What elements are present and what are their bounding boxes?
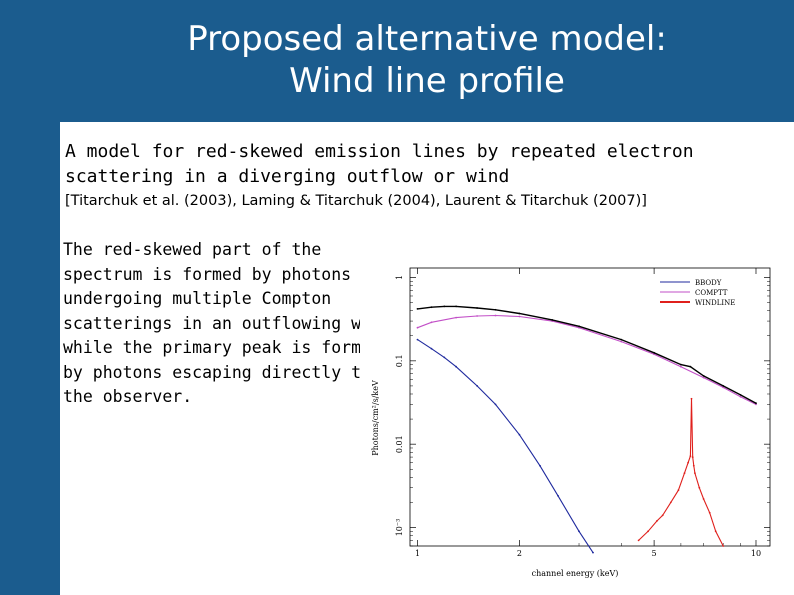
data-point-windline bbox=[714, 530, 717, 533]
data-point-windline bbox=[702, 498, 705, 500]
data-point-data bbox=[430, 306, 433, 309]
data-point-windline bbox=[647, 530, 649, 533]
data-point-data bbox=[702, 375, 705, 377]
data-point-data bbox=[578, 325, 580, 328]
data-point-data bbox=[494, 308, 497, 311]
y-tick-label: 1 bbox=[395, 275, 404, 280]
data-point-bbody bbox=[455, 365, 457, 368]
data-point-comptt bbox=[455, 316, 457, 319]
data-point-windline bbox=[708, 511, 711, 514]
data-point-data bbox=[455, 305, 457, 308]
explanation-paragraph: The red-skewed part of the spectrum is f… bbox=[63, 238, 401, 410]
data-point-windline bbox=[669, 501, 672, 504]
data-point-bbody bbox=[578, 530, 580, 533]
slide-title: Proposed alternative model: Wind line pr… bbox=[60, 18, 794, 102]
data-point-windline bbox=[637, 539, 640, 542]
paragraph-line: the observer. bbox=[63, 387, 193, 406]
data-point-data bbox=[551, 319, 554, 321]
x-tick-label: 1 bbox=[415, 549, 420, 558]
references: [Titarchuk et al. (2003), Laming & Titar… bbox=[65, 193, 647, 209]
data-point-comptt bbox=[680, 365, 682, 368]
data-point-comptt bbox=[578, 326, 580, 329]
data-point-data bbox=[476, 307, 478, 309]
data-point-windline bbox=[689, 455, 692, 457]
data-point-windline bbox=[691, 456, 694, 458]
data-point-comptt bbox=[702, 376, 705, 379]
intro-line-2: scattering in a diverging outflow or win… bbox=[65, 166, 510, 187]
data-point-data bbox=[689, 365, 692, 368]
data-point-comptt bbox=[739, 395, 742, 398]
y-tick-label: 10⁻³ bbox=[395, 519, 404, 537]
data-point-bbody bbox=[539, 464, 541, 467]
data-point-windline bbox=[692, 464, 695, 467]
paragraph-line: by photons escaping directly to bbox=[63, 362, 371, 382]
left-accent-bar bbox=[0, 0, 60, 595]
data-point-windline bbox=[694, 472, 696, 474]
data-point-windline bbox=[690, 397, 693, 400]
data-point-data bbox=[620, 338, 623, 341]
paragraph-line: undergoing multiple Compton bbox=[63, 289, 332, 308]
paragraph-line: spectrum is formed by photons bbox=[63, 264, 352, 284]
x-tick-label: 2 bbox=[517, 549, 522, 558]
data-point-comptt bbox=[416, 326, 419, 329]
paragraph-line: scatterings in an outflowing wind, bbox=[63, 313, 401, 333]
data-point-data bbox=[755, 402, 757, 405]
data-point-bbody bbox=[592, 551, 594, 554]
data-point-bbody bbox=[494, 403, 497, 406]
slide-title-line-1: Proposed alternative model: bbox=[187, 19, 667, 59]
data-point-comptt bbox=[722, 386, 725, 389]
data-point-windline bbox=[698, 486, 701, 489]
spectrum-chart: 1 2 5 10 1 0.1 0.01 10⁻³ BBODY COMPTT WINDLINE cha… bbox=[360, 258, 780, 578]
data-point-comptt bbox=[518, 315, 521, 318]
x-tick-label: 5 bbox=[652, 549, 657, 558]
slide-title-line-2: Wind line profile bbox=[289, 61, 565, 101]
data-point-bbody bbox=[476, 385, 478, 387]
data-point-bbody bbox=[416, 338, 419, 341]
x-axis-label: channel energy (keV) bbox=[532, 569, 619, 578]
data-point-bbody bbox=[430, 347, 433, 350]
legend-label: COMPTT bbox=[695, 289, 728, 297]
data-point-data bbox=[680, 363, 682, 366]
data-point-windline bbox=[661, 514, 664, 517]
data-point-bbody bbox=[518, 433, 521, 436]
data-point-windline bbox=[722, 545, 725, 547]
data-point-data bbox=[518, 312, 521, 315]
data-point-data bbox=[722, 385, 725, 387]
data-point-comptt bbox=[620, 340, 623, 343]
data-point-windline bbox=[677, 489, 680, 492]
y-tick-label: 0.01 bbox=[395, 435, 404, 453]
data-point-data bbox=[653, 351, 655, 354]
y-tick-label: 0.1 bbox=[395, 354, 404, 367]
legend-label: BBODY bbox=[695, 279, 722, 287]
plot-frame bbox=[409, 267, 771, 547]
intro-line-1: A model for red-skewed emission lines by… bbox=[65, 141, 694, 162]
paragraph-line: The red-skewed part of the bbox=[63, 240, 322, 259]
data-point-bbody bbox=[557, 494, 559, 497]
data-point-windline bbox=[656, 520, 658, 522]
title-band bbox=[60, 0, 794, 122]
data-point-comptt bbox=[430, 321, 433, 324]
data-point-data bbox=[416, 308, 419, 310]
y-axis-label: Photons/cm²/s/keV bbox=[371, 380, 380, 456]
intro-text: A model for red-skewed emission lines by… bbox=[65, 139, 785, 189]
data-point-data bbox=[443, 305, 446, 308]
paragraph-line: while the primary peak is formed bbox=[63, 338, 381, 357]
data-point-windline bbox=[683, 472, 686, 474]
legend-label: WINDLINE bbox=[695, 299, 735, 307]
data-point-windline bbox=[687, 461, 689, 464]
data-point-comptt bbox=[494, 314, 497, 317]
data-point-data bbox=[739, 394, 742, 396]
plot-background bbox=[360, 258, 780, 578]
series-line-windline bbox=[638, 398, 724, 547]
x-tick-label: 10 bbox=[751, 549, 761, 558]
data-point-bbody bbox=[443, 356, 446, 359]
data-point-comptt bbox=[476, 315, 478, 317]
